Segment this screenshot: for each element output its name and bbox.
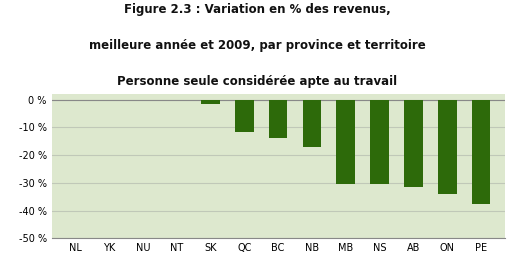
Text: Personne seule considérée apte au travail: Personne seule considérée apte au travai… (117, 75, 398, 88)
Bar (235, 100, 253, 132)
Bar (269, 100, 287, 138)
Bar (438, 100, 456, 194)
Bar (303, 100, 321, 147)
Text: meilleure année et 2009, par province et territoire: meilleure année et 2009, par province et… (89, 39, 426, 52)
Bar (472, 100, 490, 204)
Bar (404, 100, 423, 187)
Bar (336, 100, 355, 184)
Bar (201, 100, 220, 104)
Text: Figure 2.3 : Variation en % des revenus,: Figure 2.3 : Variation en % des revenus, (124, 3, 391, 16)
Bar (370, 100, 389, 184)
